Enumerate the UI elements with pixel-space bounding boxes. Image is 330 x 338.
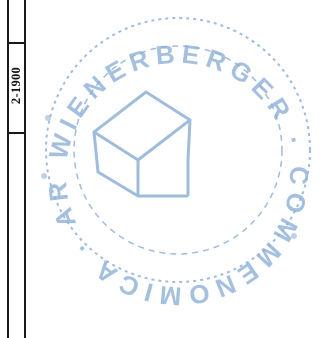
table-row-divider-top bbox=[7, 42, 26, 44]
stamp-arc-text: WIENERBERGER · COMMENOMICA · ARCHIVES bbox=[26, 0, 308, 312]
margin-cell: 2-1900 bbox=[9, 45, 24, 125]
cap-icon bbox=[92, 90, 192, 198]
archive-stamp: WIENERBERGER · COMMENOMICA · ARCHIVES bbox=[26, 0, 330, 338]
table-rule-inner bbox=[7, 0, 9, 338]
table-row-divider-middle bbox=[7, 132, 26, 134]
stamp-seal-icon: WIENERBERGER · COMMENOMICA · ARCHIVES bbox=[26, 0, 314, 312]
svg-text:WIENERBERGER · COMMENOMICA · A: WIENERBERGER · COMMENOMICA · ARCHIVES bbox=[26, 0, 314, 312]
margin-table-fragment: 2-1900 bbox=[0, 0, 27, 338]
table-rule-outer bbox=[24, 0, 26, 338]
margin-cell-number: 2-1900 bbox=[9, 66, 24, 104]
